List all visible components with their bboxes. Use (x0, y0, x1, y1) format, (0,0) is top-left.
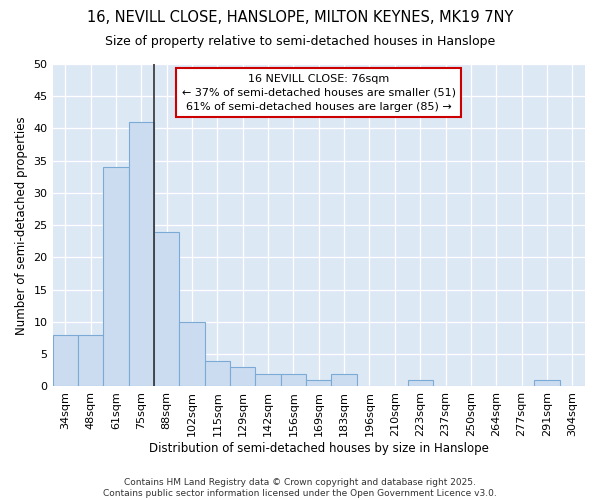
Text: 16 NEVILL CLOSE: 76sqm
← 37% of semi-detached houses are smaller (51)
61% of sem: 16 NEVILL CLOSE: 76sqm ← 37% of semi-det… (182, 74, 456, 112)
Bar (78, 335, 103, 386)
Bar (103, 167, 128, 386)
Y-axis label: Number of semi-detached properties: Number of semi-detached properties (15, 116, 28, 334)
Bar (128, 122, 154, 386)
Bar (53, 335, 78, 386)
Bar (281, 374, 306, 386)
Text: Contains HM Land Registry data © Crown copyright and database right 2025.
Contai: Contains HM Land Registry data © Crown c… (103, 478, 497, 498)
Text: 16, NEVILL CLOSE, HANSLOPE, MILTON KEYNES, MK19 7NY: 16, NEVILL CLOSE, HANSLOPE, MILTON KEYNE… (87, 10, 513, 25)
Bar (331, 374, 357, 386)
Bar (179, 322, 205, 386)
Bar (230, 367, 256, 386)
Bar (306, 380, 331, 386)
Text: Size of property relative to semi-detached houses in Hanslope: Size of property relative to semi-detach… (105, 35, 495, 48)
Bar (256, 374, 281, 386)
Bar (534, 380, 560, 386)
X-axis label: Distribution of semi-detached houses by size in Hanslope: Distribution of semi-detached houses by … (149, 442, 489, 455)
Bar (205, 360, 230, 386)
Bar (154, 232, 179, 386)
Bar (407, 380, 433, 386)
